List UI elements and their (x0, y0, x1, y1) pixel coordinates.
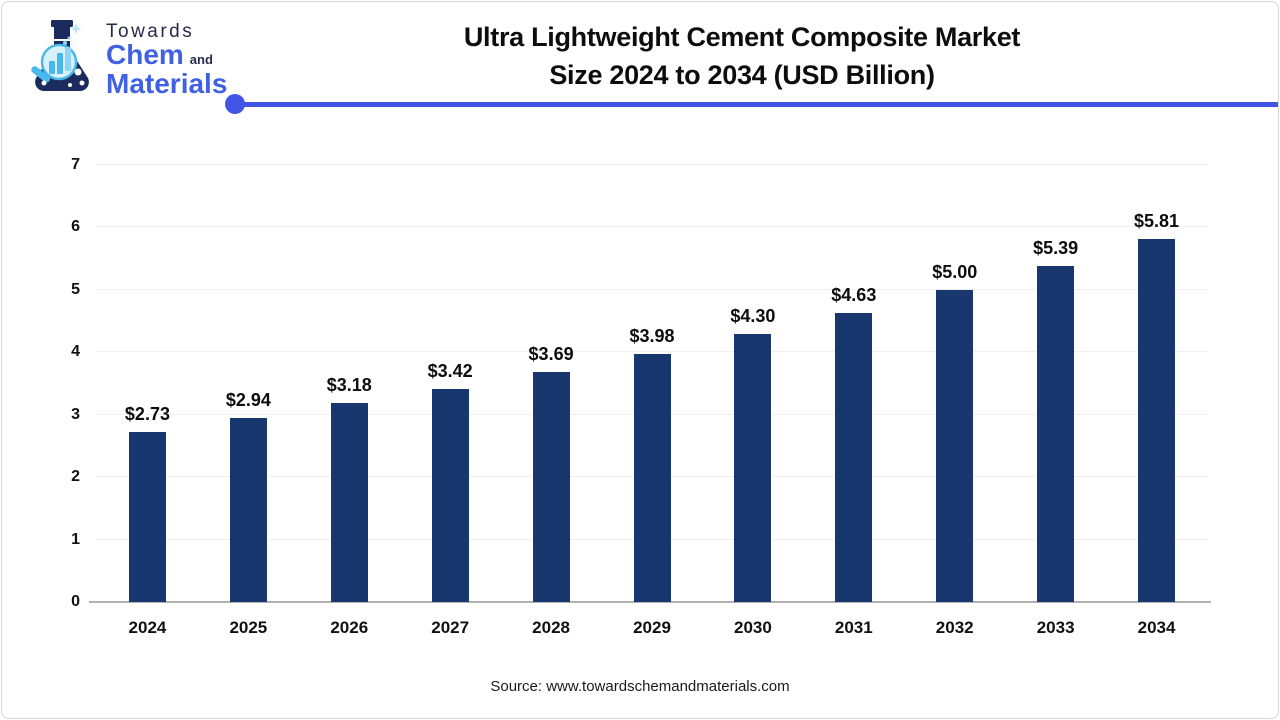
bar-2034 (1138, 239, 1176, 602)
header-divider-dot (225, 94, 245, 114)
x-tick-label-2027: 2027 (431, 618, 470, 637)
x-tick-label-2025: 2025 (229, 618, 268, 637)
value-label-2029: $3.98 (629, 325, 675, 346)
bar-2030 (734, 333, 772, 602)
value-label-2024: $2.73 (124, 403, 170, 424)
x-tick-label-2028: 2028 (532, 618, 570, 637)
bar-2031 (835, 312, 873, 602)
y-tick-label-2: 2 (71, 468, 80, 486)
source-text: Source: www.towardschemandmaterials.com (490, 678, 790, 695)
gridline-4 (97, 351, 1207, 353)
brand-logo-text: Towards Chem and Materials (106, 20, 228, 99)
bar-2027 (431, 388, 469, 602)
y-tick-label-1: 1 (71, 530, 80, 548)
bar-2026 (330, 403, 368, 602)
logo-and-label: and (189, 52, 213, 68)
plot-area: $2.73 $2.94 $3.18 $3.42 $3.69 $3.98 $4.30 $4.63… (97, 164, 1207, 602)
value-label-2030: $4.30 (730, 305, 776, 326)
chart-title-line1: Ultra Lightweight Cement Composite Marke… (463, 22, 1021, 52)
bar-2032 (936, 289, 974, 602)
y-tick-label-6: 6 (71, 218, 80, 236)
bar-2033 (1037, 265, 1075, 602)
value-label-2034: $5.81 (1134, 211, 1180, 232)
y-tick-label-5: 5 (71, 280, 80, 298)
x-axis-line (89, 601, 1211, 603)
value-label-2031: $4.63 (831, 284, 877, 305)
y-tick-label-7: 7 (71, 156, 80, 173)
bar-2024 (128, 431, 166, 602)
y-tick-label-4: 4 (71, 343, 80, 361)
logo-materials-label: Materials (106, 67, 228, 99)
gridline-5 (97, 288, 1207, 290)
y-tick-label-0: 0 (71, 593, 80, 610)
x-tick-label-2034: 2034 (1137, 618, 1176, 637)
chart-title-line2: Size 2024 to 2034 (USD Billion) (549, 60, 935, 90)
value-label-2027: $3.42 (427, 360, 473, 381)
flask-magnifier-icon (31, 20, 89, 91)
logo-chem-label: Chem (106, 39, 184, 71)
bar-2028 (532, 371, 570, 602)
value-label-2025: $2.94 (225, 390, 271, 411)
value-label-2033: $5.39 (1033, 237, 1079, 258)
value-label-2028: $3.69 (528, 343, 574, 364)
x-tick-label-2029: 2029 (633, 618, 671, 637)
brand-logo: Towards Chem and Materials (18, 14, 228, 106)
gridline-7 (97, 164, 1207, 165)
value-label-2032: $5.00 (932, 261, 978, 282)
x-tick-label-2024: 2024 (128, 618, 167, 637)
x-tick-label-2031: 2031 (834, 618, 873, 637)
header-divider-line (235, 102, 1278, 107)
x-tick-label-2026: 2026 (330, 618, 369, 637)
y-tick-label-3: 3 (71, 405, 80, 423)
gridline-6 (97, 226, 1207, 228)
x-tick-label-2030: 2030 (733, 618, 772, 637)
chart-title: Ultra Lightweight Cement Composite Marke… (214, 18, 1270, 94)
x-tick-label-2033: 2033 (1036, 618, 1075, 637)
logo-towards-label: Towards (106, 20, 195, 42)
value-label-2026: $3.18 (326, 375, 372, 396)
bar-2025 (229, 418, 267, 602)
bar-2029 (633, 353, 671, 602)
x-tick-label-2032: 2032 (935, 618, 974, 637)
